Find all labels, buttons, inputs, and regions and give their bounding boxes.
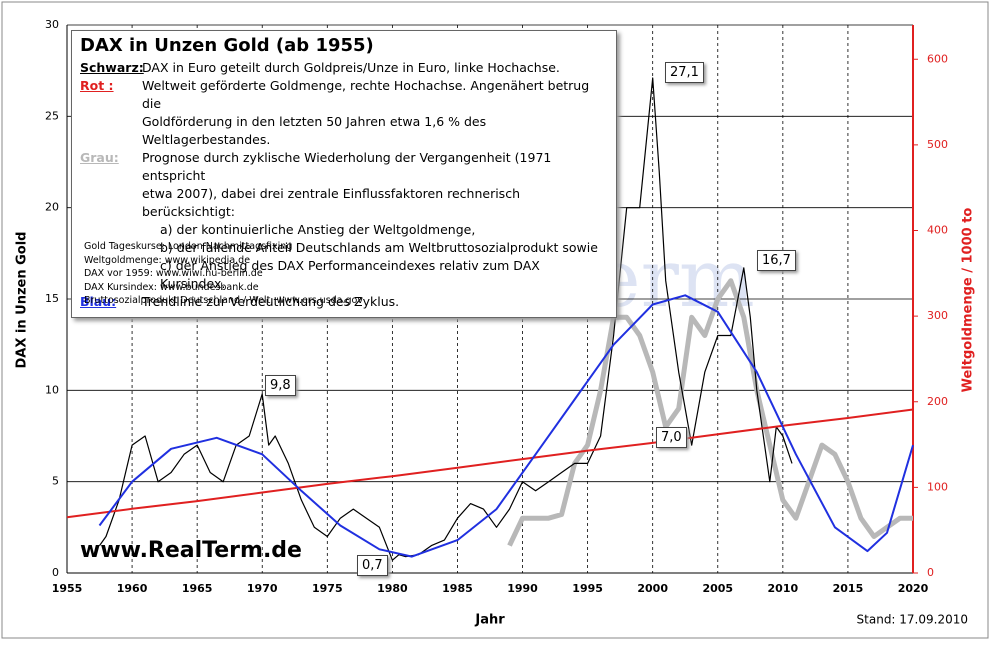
footnote: Stand: 17.09.2010 bbox=[857, 613, 968, 627]
x-tick-label: 2015 bbox=[833, 582, 864, 595]
info-label bbox=[80, 221, 142, 239]
y-tick-label: 15 bbox=[45, 292, 59, 305]
x-tick-label: 2020 bbox=[898, 582, 929, 595]
x-tick-label: 1955 bbox=[52, 582, 83, 595]
y2-tick-label: 200 bbox=[927, 395, 948, 408]
sources: Gold Tageskurse: London Nachmittagsfixin… bbox=[84, 240, 363, 308]
info-text: etwa 2007), dabei drei zentrale Einfluss… bbox=[142, 186, 520, 219]
y2-tick-label: 500 bbox=[927, 138, 948, 151]
x-tick-label: 1980 bbox=[377, 582, 408, 595]
annotation: 16,7 bbox=[757, 250, 796, 271]
y-tick-label: 20 bbox=[45, 201, 59, 214]
info-text: a) der kontinuierliche Anstieg der Weltg… bbox=[160, 222, 476, 237]
y2-tick-label: 400 bbox=[927, 224, 948, 237]
info-label bbox=[80, 113, 142, 149]
series-line bbox=[99, 77, 793, 561]
y-tick-label: 25 bbox=[45, 109, 59, 122]
y-tick-label: 5 bbox=[52, 475, 59, 488]
annotation: 27,1 bbox=[665, 62, 704, 83]
y-tick-label: 0 bbox=[52, 566, 59, 579]
y-tick-label: 30 bbox=[45, 18, 59, 31]
y-axis-label: DAX in Unzen Gold bbox=[15, 232, 30, 369]
x-tick-label: 1975 bbox=[312, 582, 343, 595]
source: Bruttosozialprodukt Deutschland / Welt: … bbox=[84, 295, 363, 306]
source: Gold Tageskurse: London Nachmittagsfixin… bbox=[84, 241, 293, 252]
x-tick-label: 1985 bbox=[442, 582, 473, 595]
info-text: Weltweit geförderte Goldmenge, rechte Ho… bbox=[142, 78, 590, 111]
y2-tick-label: 0 bbox=[927, 566, 934, 579]
annotation: 7,0 bbox=[656, 427, 687, 448]
y2-axis-label: Weltgoldmenge / 1000 to bbox=[961, 208, 976, 393]
info-label bbox=[80, 185, 142, 221]
series-line bbox=[507, 278, 913, 547]
series-line bbox=[66, 408, 914, 519]
x-tick-label: 1965 bbox=[182, 582, 213, 595]
info-label: Grau: bbox=[80, 150, 119, 165]
x-tick-label: 1970 bbox=[247, 582, 278, 595]
annotation: 9,8 bbox=[265, 375, 296, 396]
info-text: Prognose durch zyklische Wiederholung de… bbox=[142, 150, 552, 183]
x-tick-label: 2005 bbox=[702, 582, 733, 595]
info-text: DAX in Euro geteilt durch Goldpreis/Unze… bbox=[142, 60, 560, 75]
info-label: Blau: bbox=[80, 294, 117, 309]
info-label: Rot : bbox=[80, 78, 114, 93]
y2-tick-label: 600 bbox=[927, 52, 948, 65]
x-axis-label: Jahr bbox=[474, 613, 505, 628]
source: DAX vor 1959: www.wiwi.hu-berlin.de bbox=[84, 268, 263, 279]
x-tick-label: 2000 bbox=[637, 582, 668, 595]
info-row: Goldförderung in den letzten 50 Jahren e… bbox=[80, 113, 608, 149]
site-label: www.RealTerm.de bbox=[80, 538, 302, 563]
x-tick-label: 1990 bbox=[507, 582, 538, 595]
info-row: c) der Anstieg des DAX Performanceindexe… bbox=[80, 257, 608, 293]
info-row: Grau: Prognose durch zyklische Wiederholu… bbox=[80, 149, 608, 185]
x-tick-label: 1995 bbox=[572, 582, 603, 595]
y2-tick-label: 100 bbox=[927, 480, 948, 493]
x-tick-label: 1960 bbox=[117, 582, 148, 595]
x-tick-label: 2010 bbox=[768, 582, 799, 595]
info-label: Schwarz: bbox=[80, 60, 144, 75]
annotation: 0,7 bbox=[357, 555, 388, 576]
info-row: Rot : Weltweit geförderte Goldmenge, rech… bbox=[80, 77, 608, 113]
info-row: b) der fallende Anteil Deutschlands am W… bbox=[80, 239, 608, 257]
info-row: Schwarz: DAX in Euro geteilt durch Goldpr… bbox=[80, 59, 608, 77]
source: Weltgoldmenge: www.wikipedia.de bbox=[84, 254, 251, 266]
series-line bbox=[98, 294, 914, 558]
chart-title: DAX in Unzen Gold (ab 1955) bbox=[80, 35, 374, 56]
info-box: DAX in Unzen Gold (ab 1955) Schwarz: DAX … bbox=[71, 30, 617, 318]
info-row: a) der kontinuierliche Anstieg der Weltg… bbox=[80, 221, 608, 239]
y-tick-label: 10 bbox=[45, 383, 59, 396]
info-text: c) der Anstieg des DAX Performanceindexe… bbox=[160, 258, 540, 291]
info-text: Trendlinie zur Verdeutlichung des Zyklus… bbox=[142, 294, 400, 309]
y2-tick-label: 300 bbox=[927, 309, 948, 322]
info-text: b) der fallende Anteil Deutschlands am W… bbox=[160, 240, 598, 255]
source: DAX Kursindex: www.bundesbank.de bbox=[84, 281, 259, 293]
info-row: etwa 2007), dabei drei zentrale Einfluss… bbox=[80, 185, 608, 221]
info-text: Goldförderung in den letzten 50 Jahren e… bbox=[142, 114, 487, 147]
info-row: Blau: Trendlinie zur Verdeutlichung des Z… bbox=[80, 293, 608, 311]
